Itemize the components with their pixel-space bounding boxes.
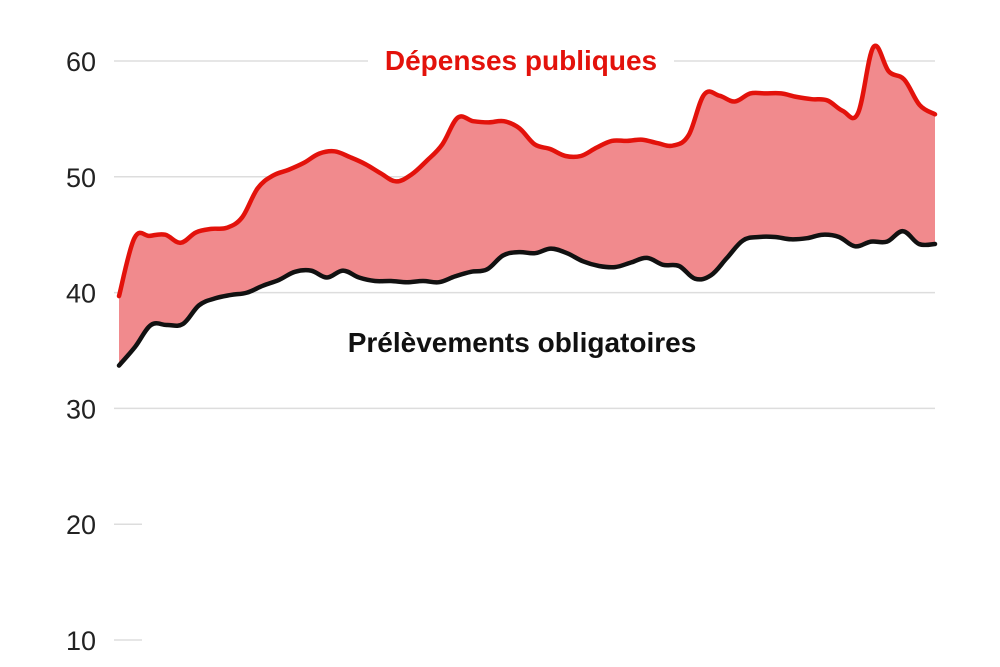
y-axis-ticks: 10 20 30 40 50 60 <box>66 47 96 656</box>
y-tick-label: 20 <box>66 510 96 540</box>
y-tick-label: 30 <box>66 394 96 424</box>
y-tick-label: 40 <box>66 279 96 309</box>
series-line-prelevements-obligatoires <box>116 228 938 368</box>
series-line-depenses-publiques <box>116 43 938 299</box>
y-tick-label: 10 <box>66 626 96 656</box>
series-label-depenses-publiques: Dépenses publiques <box>385 45 657 76</box>
y-tick-label: 60 <box>66 47 96 77</box>
deficit-area <box>119 45 935 366</box>
series-label-background <box>368 38 674 82</box>
series-label-prelevements-obligatoires: Prélèvements obligatoires <box>348 327 697 358</box>
y-tick-label: 50 <box>66 163 96 193</box>
